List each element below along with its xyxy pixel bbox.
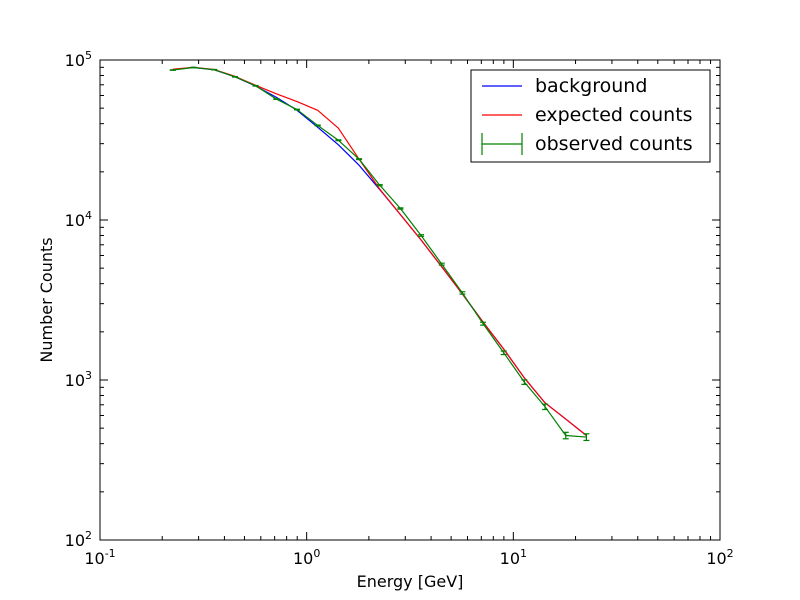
series-layer bbox=[169, 66, 590, 442]
legend-label-observed-counts: observed counts bbox=[535, 133, 693, 155]
errorbar-point bbox=[562, 431, 569, 440]
errorbar-point bbox=[273, 98, 280, 100]
y-tick-label: 102 bbox=[65, 529, 92, 550]
errorbar-point bbox=[376, 184, 383, 187]
errorbar-point bbox=[252, 84, 259, 87]
x-axis-label: Energy [GeV] bbox=[357, 572, 464, 591]
y-tick-label: 105 bbox=[65, 49, 92, 70]
x-tick-label: 10-1 bbox=[84, 547, 115, 568]
errorbar-point bbox=[314, 124, 321, 127]
legend-label-background: background bbox=[535, 75, 647, 97]
ticks-layer bbox=[99, 59, 721, 541]
tick-labels: 10-1 100 101 102 102 103 104 105 bbox=[65, 49, 734, 568]
errorbar-point bbox=[418, 234, 425, 237]
x-tick-label: 101 bbox=[500, 547, 527, 568]
legend: background expected counts observed coun… bbox=[470, 69, 711, 163]
errorbar-point bbox=[583, 433, 590, 442]
series-observed-counts bbox=[169, 66, 590, 442]
x-tick-label: 102 bbox=[706, 547, 733, 568]
legend-label-expected-counts: expected counts bbox=[535, 104, 693, 126]
errorbar-point bbox=[480, 321, 487, 326]
errorbar-point bbox=[500, 350, 507, 356]
errorbar-point bbox=[397, 207, 404, 210]
errorbar-point bbox=[356, 158, 363, 161]
y-axis-label: Number Counts bbox=[37, 237, 56, 362]
errorbar-point bbox=[459, 291, 466, 295]
legend-swatch-observed-counts bbox=[481, 133, 523, 155]
x-tick-label: 100 bbox=[293, 547, 320, 568]
plot-frame bbox=[99, 59, 721, 541]
errorbar-point bbox=[521, 379, 528, 385]
y-tick-label: 103 bbox=[65, 369, 92, 390]
errorbar-point bbox=[294, 108, 301, 111]
y-tick-label: 104 bbox=[65, 209, 92, 230]
errorbar-point bbox=[438, 262, 445, 266]
legend-frame bbox=[470, 69, 711, 163]
errorbar-point bbox=[542, 403, 549, 411]
errorbar-point bbox=[335, 139, 342, 142]
